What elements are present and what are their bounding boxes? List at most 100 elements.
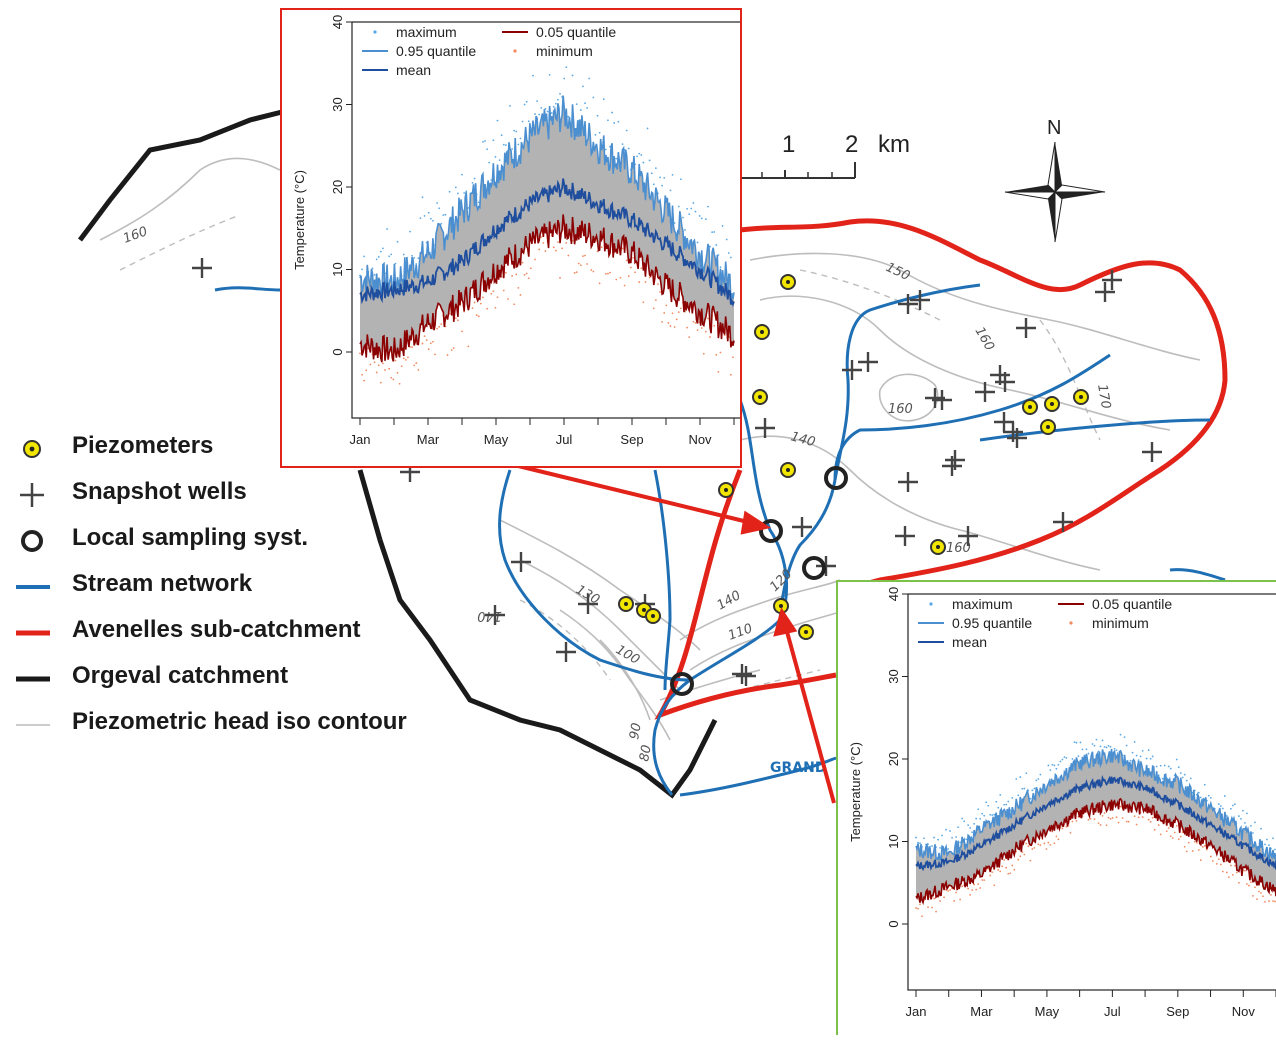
temperature-chart-top: 0 10 20 30 40 Temperature (°C) Jan Mar May Jul Sep… bbox=[280, 8, 743, 468]
minimum-point bbox=[1009, 872, 1012, 875]
piezometer-marker bbox=[798, 624, 814, 640]
minimum-point bbox=[961, 885, 964, 888]
maximum-point bbox=[1175, 758, 1178, 761]
minimum-point bbox=[688, 336, 691, 338]
maximum-point bbox=[1231, 804, 1234, 807]
minimum-point bbox=[1167, 827, 1170, 829]
minimum-point bbox=[415, 362, 418, 364]
minimum-point bbox=[671, 312, 674, 315]
maximum-point bbox=[1003, 803, 1006, 806]
minimum-point bbox=[534, 258, 536, 261]
minimum-point bbox=[398, 382, 401, 385]
maximum-point bbox=[607, 119, 609, 122]
minimum-point bbox=[567, 254, 570, 257]
y-tick-label: 30 bbox=[330, 97, 345, 111]
x-tick-label: Sep bbox=[620, 432, 643, 447]
minimum-point bbox=[1183, 845, 1186, 848]
scale-label-2: 2 bbox=[845, 131, 858, 158]
y-tick-label: 10 bbox=[886, 834, 901, 848]
piezometer-marker bbox=[754, 324, 770, 340]
minimum-point bbox=[627, 275, 630, 278]
maximum-point bbox=[692, 202, 695, 204]
minimum-point bbox=[486, 307, 488, 310]
legend-entry: minimum bbox=[1092, 615, 1149, 631]
maximum-point bbox=[615, 157, 618, 160]
legend-item-contour: Piezometric head iso contour bbox=[14, 704, 474, 750]
minimum-point bbox=[652, 307, 655, 310]
minimum-point bbox=[935, 910, 937, 913]
maximum-point bbox=[427, 211, 430, 214]
maximum-point bbox=[654, 167, 657, 170]
maximum-point bbox=[592, 96, 595, 99]
maximum-point bbox=[1049, 769, 1052, 772]
red-line-icon bbox=[16, 630, 50, 636]
maximum-point bbox=[540, 106, 543, 109]
maximum-point bbox=[1075, 741, 1078, 744]
maximum-point bbox=[473, 177, 476, 180]
maximum-point bbox=[987, 804, 990, 807]
y-tick-label: 40 bbox=[330, 15, 345, 29]
maximum-point bbox=[698, 215, 701, 217]
maximum-point bbox=[696, 241, 699, 244]
scale-label-1: 1 bbox=[782, 131, 795, 158]
y-tick-label: 30 bbox=[886, 669, 901, 683]
minimum-point bbox=[1027, 845, 1030, 848]
minimum-point bbox=[1203, 845, 1206, 847]
contour-label: 90 bbox=[627, 722, 645, 741]
maximum-point bbox=[532, 74, 534, 77]
minimum-point bbox=[1215, 862, 1218, 865]
maximum-point bbox=[1203, 783, 1206, 786]
maximum-point bbox=[1209, 796, 1212, 799]
legend-entry: 0.05 quantile bbox=[1092, 596, 1172, 612]
legend-item-piezometers: Piezometers bbox=[14, 428, 474, 474]
maximum-point bbox=[517, 143, 520, 146]
minimum-point bbox=[592, 270, 595, 273]
maximum-point bbox=[995, 800, 998, 803]
maximum-point bbox=[721, 225, 724, 227]
callout-arrows bbox=[509, 462, 836, 804]
maximum-point bbox=[1135, 754, 1138, 757]
snapshot-well-cross bbox=[1102, 270, 1122, 290]
x-tick-label: Nov bbox=[688, 432, 712, 447]
maximum-point bbox=[1169, 767, 1172, 770]
minimum-point bbox=[1089, 817, 1092, 820]
piezometer-marker bbox=[1073, 389, 1089, 405]
maximum-point bbox=[465, 190, 468, 193]
maximum-point bbox=[709, 245, 711, 248]
minimum-point bbox=[1045, 848, 1048, 850]
maximum-point bbox=[511, 148, 514, 150]
local-sampling-circle bbox=[802, 556, 826, 580]
snapshot-well-cross bbox=[895, 526, 915, 546]
minimum-point bbox=[1175, 824, 1178, 827]
minimum-point bbox=[1111, 817, 1114, 819]
y-axis-label: Temperature (°C) bbox=[292, 170, 307, 270]
maximum-point bbox=[1129, 759, 1132, 762]
minimum-point bbox=[713, 324, 716, 327]
maximum-point bbox=[386, 228, 388, 230]
maximum-point bbox=[1081, 748, 1084, 751]
maximum-point bbox=[1244, 821, 1246, 824]
minimum-point bbox=[665, 304, 668, 307]
minimum-point bbox=[479, 302, 482, 305]
snapshot-well-cross bbox=[910, 290, 930, 310]
maximum-point bbox=[444, 213, 447, 216]
minimum-point bbox=[1075, 819, 1078, 822]
minimum-point bbox=[997, 869, 1000, 871]
snapshot-well-cross bbox=[1007, 428, 1027, 448]
snapshot-well-cross bbox=[732, 664, 752, 684]
temperature-chart-bottom: 0 10 20 30 40 Temperature (°C) Jan Mar May Jul Sep… bbox=[836, 580, 1276, 1035]
minimum-point bbox=[1169, 835, 1172, 838]
maximum-point bbox=[1229, 807, 1232, 810]
minimum-point bbox=[939, 900, 941, 902]
maximum-point bbox=[482, 140, 484, 143]
maximum-point bbox=[411, 254, 413, 257]
maximum-point bbox=[659, 176, 661, 179]
minimum-point bbox=[598, 282, 601, 285]
minimum-point bbox=[1193, 840, 1196, 843]
maximum-point bbox=[729, 256, 732, 259]
minimum-point bbox=[402, 357, 405, 360]
maximum-point bbox=[981, 812, 984, 815]
maximum-point bbox=[432, 219, 434, 222]
snapshot-well-cross bbox=[858, 352, 878, 372]
maximum-point bbox=[484, 140, 486, 142]
